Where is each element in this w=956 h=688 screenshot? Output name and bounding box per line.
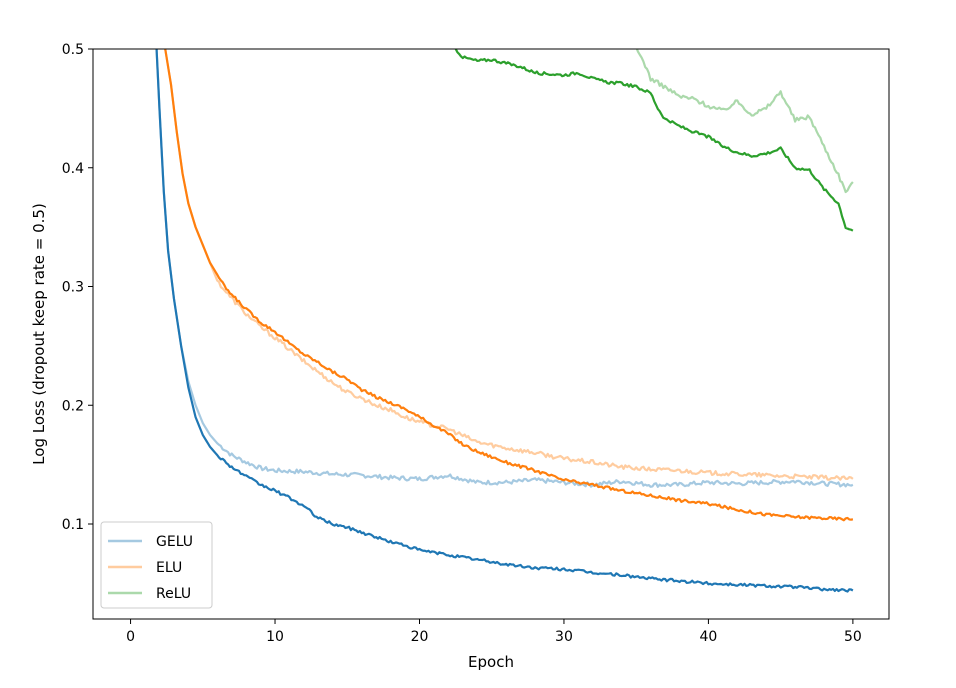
series-line-gelu-train	[155, 49, 854, 593]
legend-label-relu: ReLU	[156, 586, 191, 602]
y-tick-label: 0.1	[62, 517, 84, 533]
series-layer	[155, 49, 854, 593]
series-line-gelu-validation	[155, 49, 854, 488]
legend-box	[100, 521, 213, 609]
x-axis-label: Epoch	[468, 653, 514, 671]
x-tick-label: 40	[700, 629, 718, 645]
y-tick-label: 0.4	[62, 161, 84, 177]
series-line-relu-train	[454, 49, 854, 232]
series-line-relu-validation	[635, 49, 854, 194]
x-tick-label: 0	[126, 629, 135, 645]
series-line-elu-train	[164, 49, 854, 522]
y-axis-label: Log Loss (dropout keep rate = 0.5)	[30, 203, 48, 465]
series-line-elu-validation	[164, 49, 854, 481]
x-tick-label: 50	[844, 629, 862, 645]
legend-label-gelu: GELU	[156, 534, 193, 550]
axes-layer: 0 10 20 30 40 50 0.1 0.2 0.3 0.4 0.5 Epoch Log Loss …	[30, 42, 890, 671]
x-tick-label: 20	[411, 629, 429, 645]
legend: GELU ELU ReLU	[100, 521, 213, 609]
x-tick-label: 10	[266, 629, 284, 645]
legend-label-elu: ELU	[156, 560, 182, 576]
y-tick-label: 0.3	[62, 280, 84, 296]
y-tick-label: 0.5	[62, 42, 84, 58]
plot-frame	[92, 48, 890, 620]
y-tick-label: 0.2	[62, 398, 84, 414]
x-tick-label: 30	[555, 629, 573, 645]
